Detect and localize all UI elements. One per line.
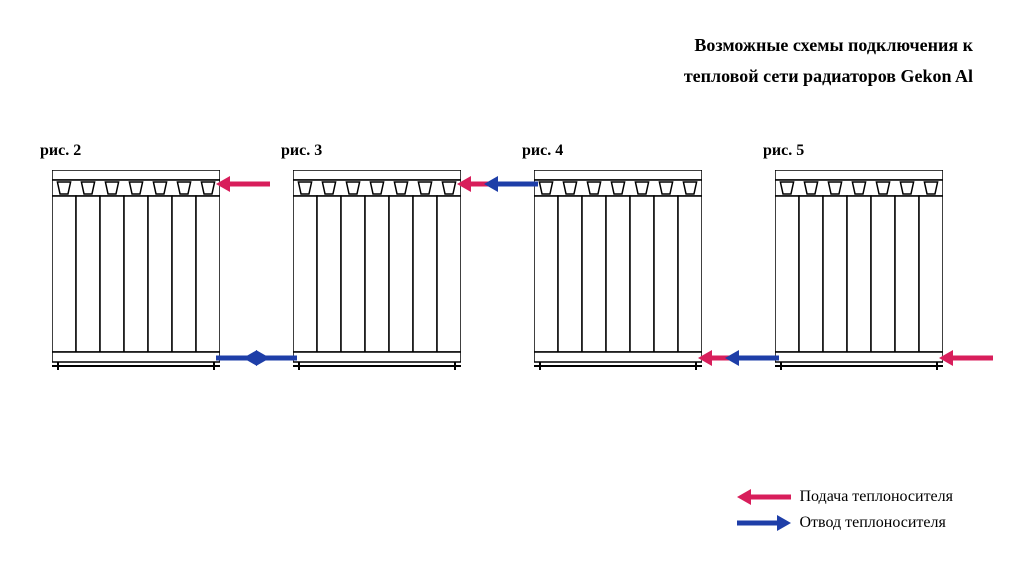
legend-label-supply: Подача теплоносителя	[799, 488, 953, 506]
title-line-1: Возможные схемы подключения к	[0, 30, 973, 61]
radiator-icon	[293, 170, 461, 370]
figure-3: рис. 3	[281, 170, 491, 400]
return-arrow-icon	[725, 348, 779, 368]
title-block: Возможные схемы подключения к тепловой с…	[0, 30, 973, 91]
return-arrow-icon	[243, 348, 297, 368]
radiator-icon	[534, 170, 702, 370]
figure-4: рис. 4	[522, 170, 732, 400]
legend-arrow-return-icon	[737, 513, 787, 533]
supply-arrow-icon	[216, 174, 270, 194]
legend-label-return: Отвод теплоносителя	[799, 514, 945, 532]
radiator-icon	[775, 170, 943, 370]
figures-row: рис. 2рис. 3рис. 4рис. 5	[40, 170, 973, 400]
legend: Подача теплоносителя Отвод теплоносителя	[737, 481, 953, 533]
legend-arrow-supply-icon	[737, 487, 787, 507]
figure-2: рис. 2	[40, 170, 250, 400]
figure-label: рис. 5	[763, 142, 804, 160]
supply-arrow-icon	[939, 348, 993, 368]
legend-row-return: Отвод теплоносителя	[737, 513, 953, 533]
title-line-2: тепловой сети радиаторов Gekon Al	[0, 61, 973, 92]
return-arrow-icon	[484, 174, 538, 194]
figure-label: рис. 3	[281, 142, 322, 160]
legend-row-supply: Подача теплоносителя	[737, 487, 953, 507]
figure-5: рис. 5	[763, 170, 973, 400]
figure-label: рис. 4	[522, 142, 563, 160]
radiator-icon	[52, 170, 220, 370]
figure-label: рис. 2	[40, 142, 81, 160]
